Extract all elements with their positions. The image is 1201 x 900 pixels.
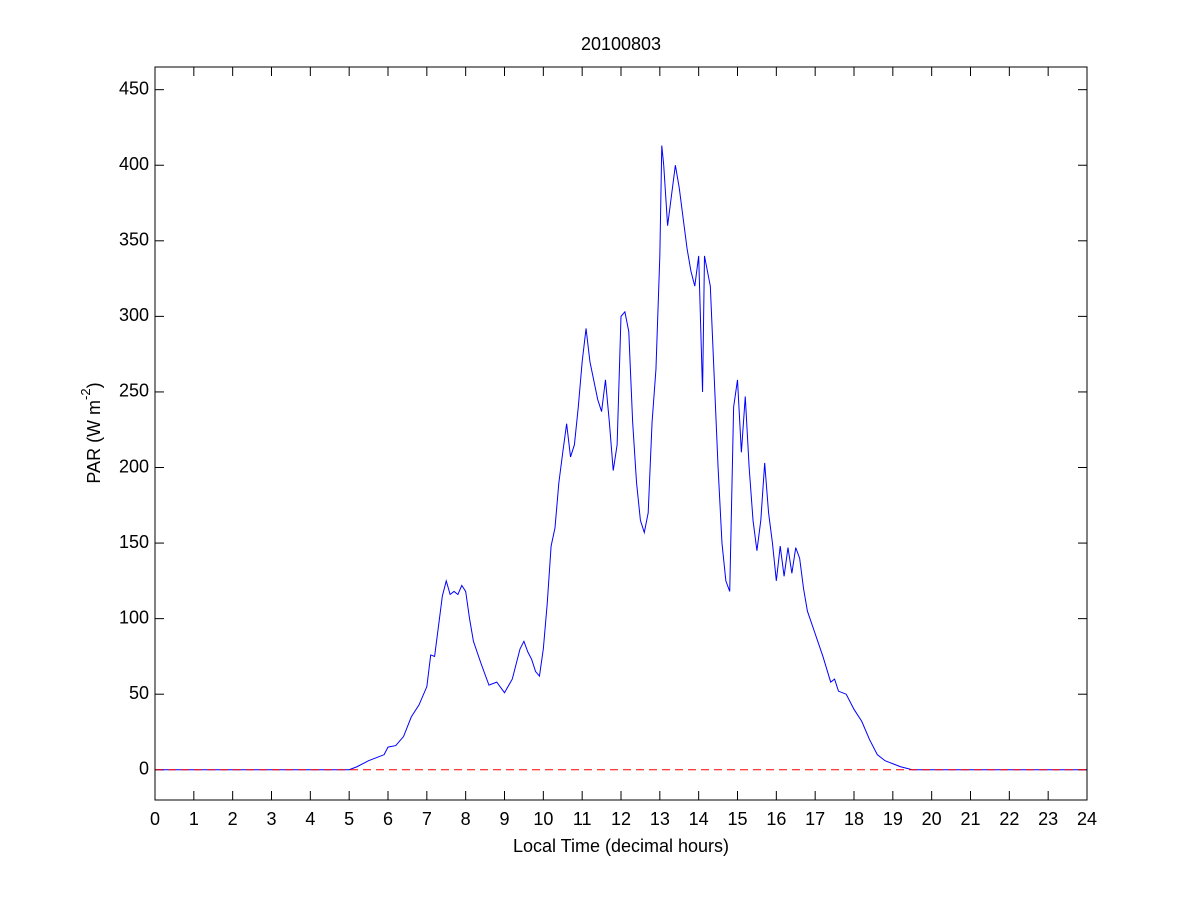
x-tick-label: 24	[1077, 809, 1097, 829]
x-tick-label: 3	[266, 809, 276, 829]
x-tick-label: 7	[422, 809, 432, 829]
x-axis-label: Local Time (decimal hours)	[513, 836, 729, 856]
y-tick-label: 200	[119, 456, 149, 476]
x-tick-label: 13	[650, 809, 670, 829]
x-tick-label: 23	[1038, 809, 1058, 829]
x-tick-label: 8	[461, 809, 471, 829]
x-tick-label: 16	[766, 809, 786, 829]
x-tick-label: 18	[844, 809, 864, 829]
y-label-suffix: )	[84, 382, 104, 388]
x-tick-label: 4	[305, 809, 315, 829]
y-label-superscript: -2	[78, 388, 93, 400]
x-tick-label: 5	[344, 809, 354, 829]
x-tick-label: 12	[611, 809, 631, 829]
x-tick-label: 17	[805, 809, 825, 829]
x-tick-label: 6	[383, 809, 393, 829]
x-tick-label: 22	[999, 809, 1019, 829]
x-tick-label: 15	[727, 809, 747, 829]
y-tick-label: 150	[119, 532, 149, 552]
y-tick-label: 300	[119, 305, 149, 325]
x-tick-label: 2	[228, 809, 238, 829]
data-line	[155, 145, 1087, 771]
x-tick-label: 21	[960, 809, 980, 829]
x-tick-label: 14	[689, 809, 709, 829]
y-tick-label: 350	[119, 230, 149, 250]
y-tick-label: 450	[119, 78, 149, 98]
x-tick-label: 0	[150, 809, 160, 829]
x-tick-label: 9	[499, 809, 509, 829]
chart-title: 20100803	[581, 34, 661, 54]
y-axis-label: PAR (W m-2)	[78, 382, 103, 483]
y-tick-label: 100	[119, 607, 149, 627]
x-tick-label: 20	[922, 809, 942, 829]
y-label-text: PAR (W m	[84, 400, 104, 484]
y-tick-label: 400	[119, 154, 149, 174]
x-tick-label: 10	[533, 809, 553, 829]
y-tick-label: 0	[139, 759, 149, 779]
y-tick-label: 50	[129, 683, 149, 703]
x-tick-label: 11	[573, 809, 592, 829]
x-tick-label: 1	[189, 809, 199, 829]
plot-frame	[154, 66, 1088, 801]
x-tick-label: 19	[883, 809, 903, 829]
y-tick-label: 250	[119, 381, 149, 401]
